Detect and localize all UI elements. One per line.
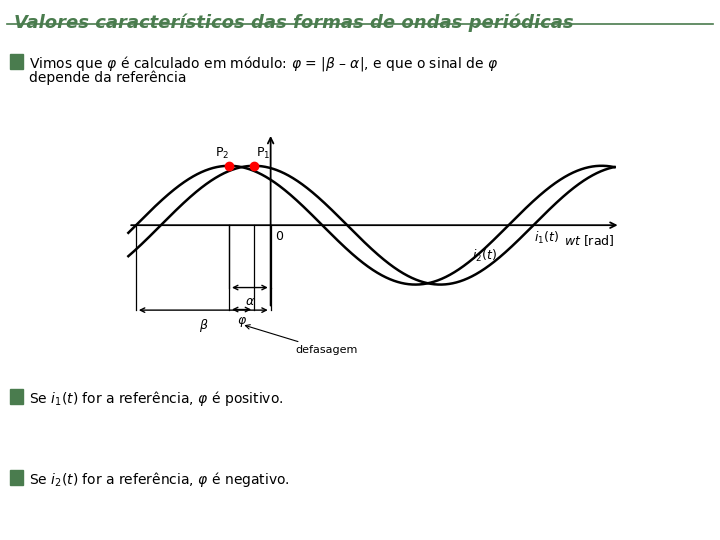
Text: P$_1$: P$_1$ xyxy=(256,146,270,161)
Text: Se $i_1(t)$ for a referência, $\varphi$ é positivo.: Se $i_1(t)$ for a referência, $\varphi$ … xyxy=(29,389,284,408)
Text: $i_2(t)$: $i_2(t)$ xyxy=(472,248,497,264)
Text: depende da referência: depende da referência xyxy=(29,70,186,85)
Text: $\alpha$: $\alpha$ xyxy=(245,295,255,308)
Text: $\varphi$: $\varphi$ xyxy=(237,315,247,329)
Text: $\beta$: $\beta$ xyxy=(199,317,208,334)
Bar xyxy=(10,470,23,485)
Bar xyxy=(10,389,23,404)
Text: 0: 0 xyxy=(275,230,284,243)
Text: $wt$ [rad]: $wt$ [rad] xyxy=(564,233,615,248)
Text: defasagem: defasagem xyxy=(246,325,357,355)
Bar xyxy=(10,54,23,69)
Text: $i_1(t)$: $i_1(t)$ xyxy=(534,230,559,246)
Text: Valores característicos das formas de ondas periódicas: Valores característicos das formas de on… xyxy=(14,14,574,32)
Text: Vimos que $\varphi$ é calculado em módulo: $\varphi$ = |$\beta$ – $\alpha$|, e q: Vimos que $\varphi$ é calculado em módul… xyxy=(29,54,498,73)
Text: Se $i_2(t)$ for a referência, $\varphi$ é negativo.: Se $i_2(t)$ for a referência, $\varphi$ … xyxy=(29,470,289,489)
Text: P$_2$: P$_2$ xyxy=(215,146,229,161)
